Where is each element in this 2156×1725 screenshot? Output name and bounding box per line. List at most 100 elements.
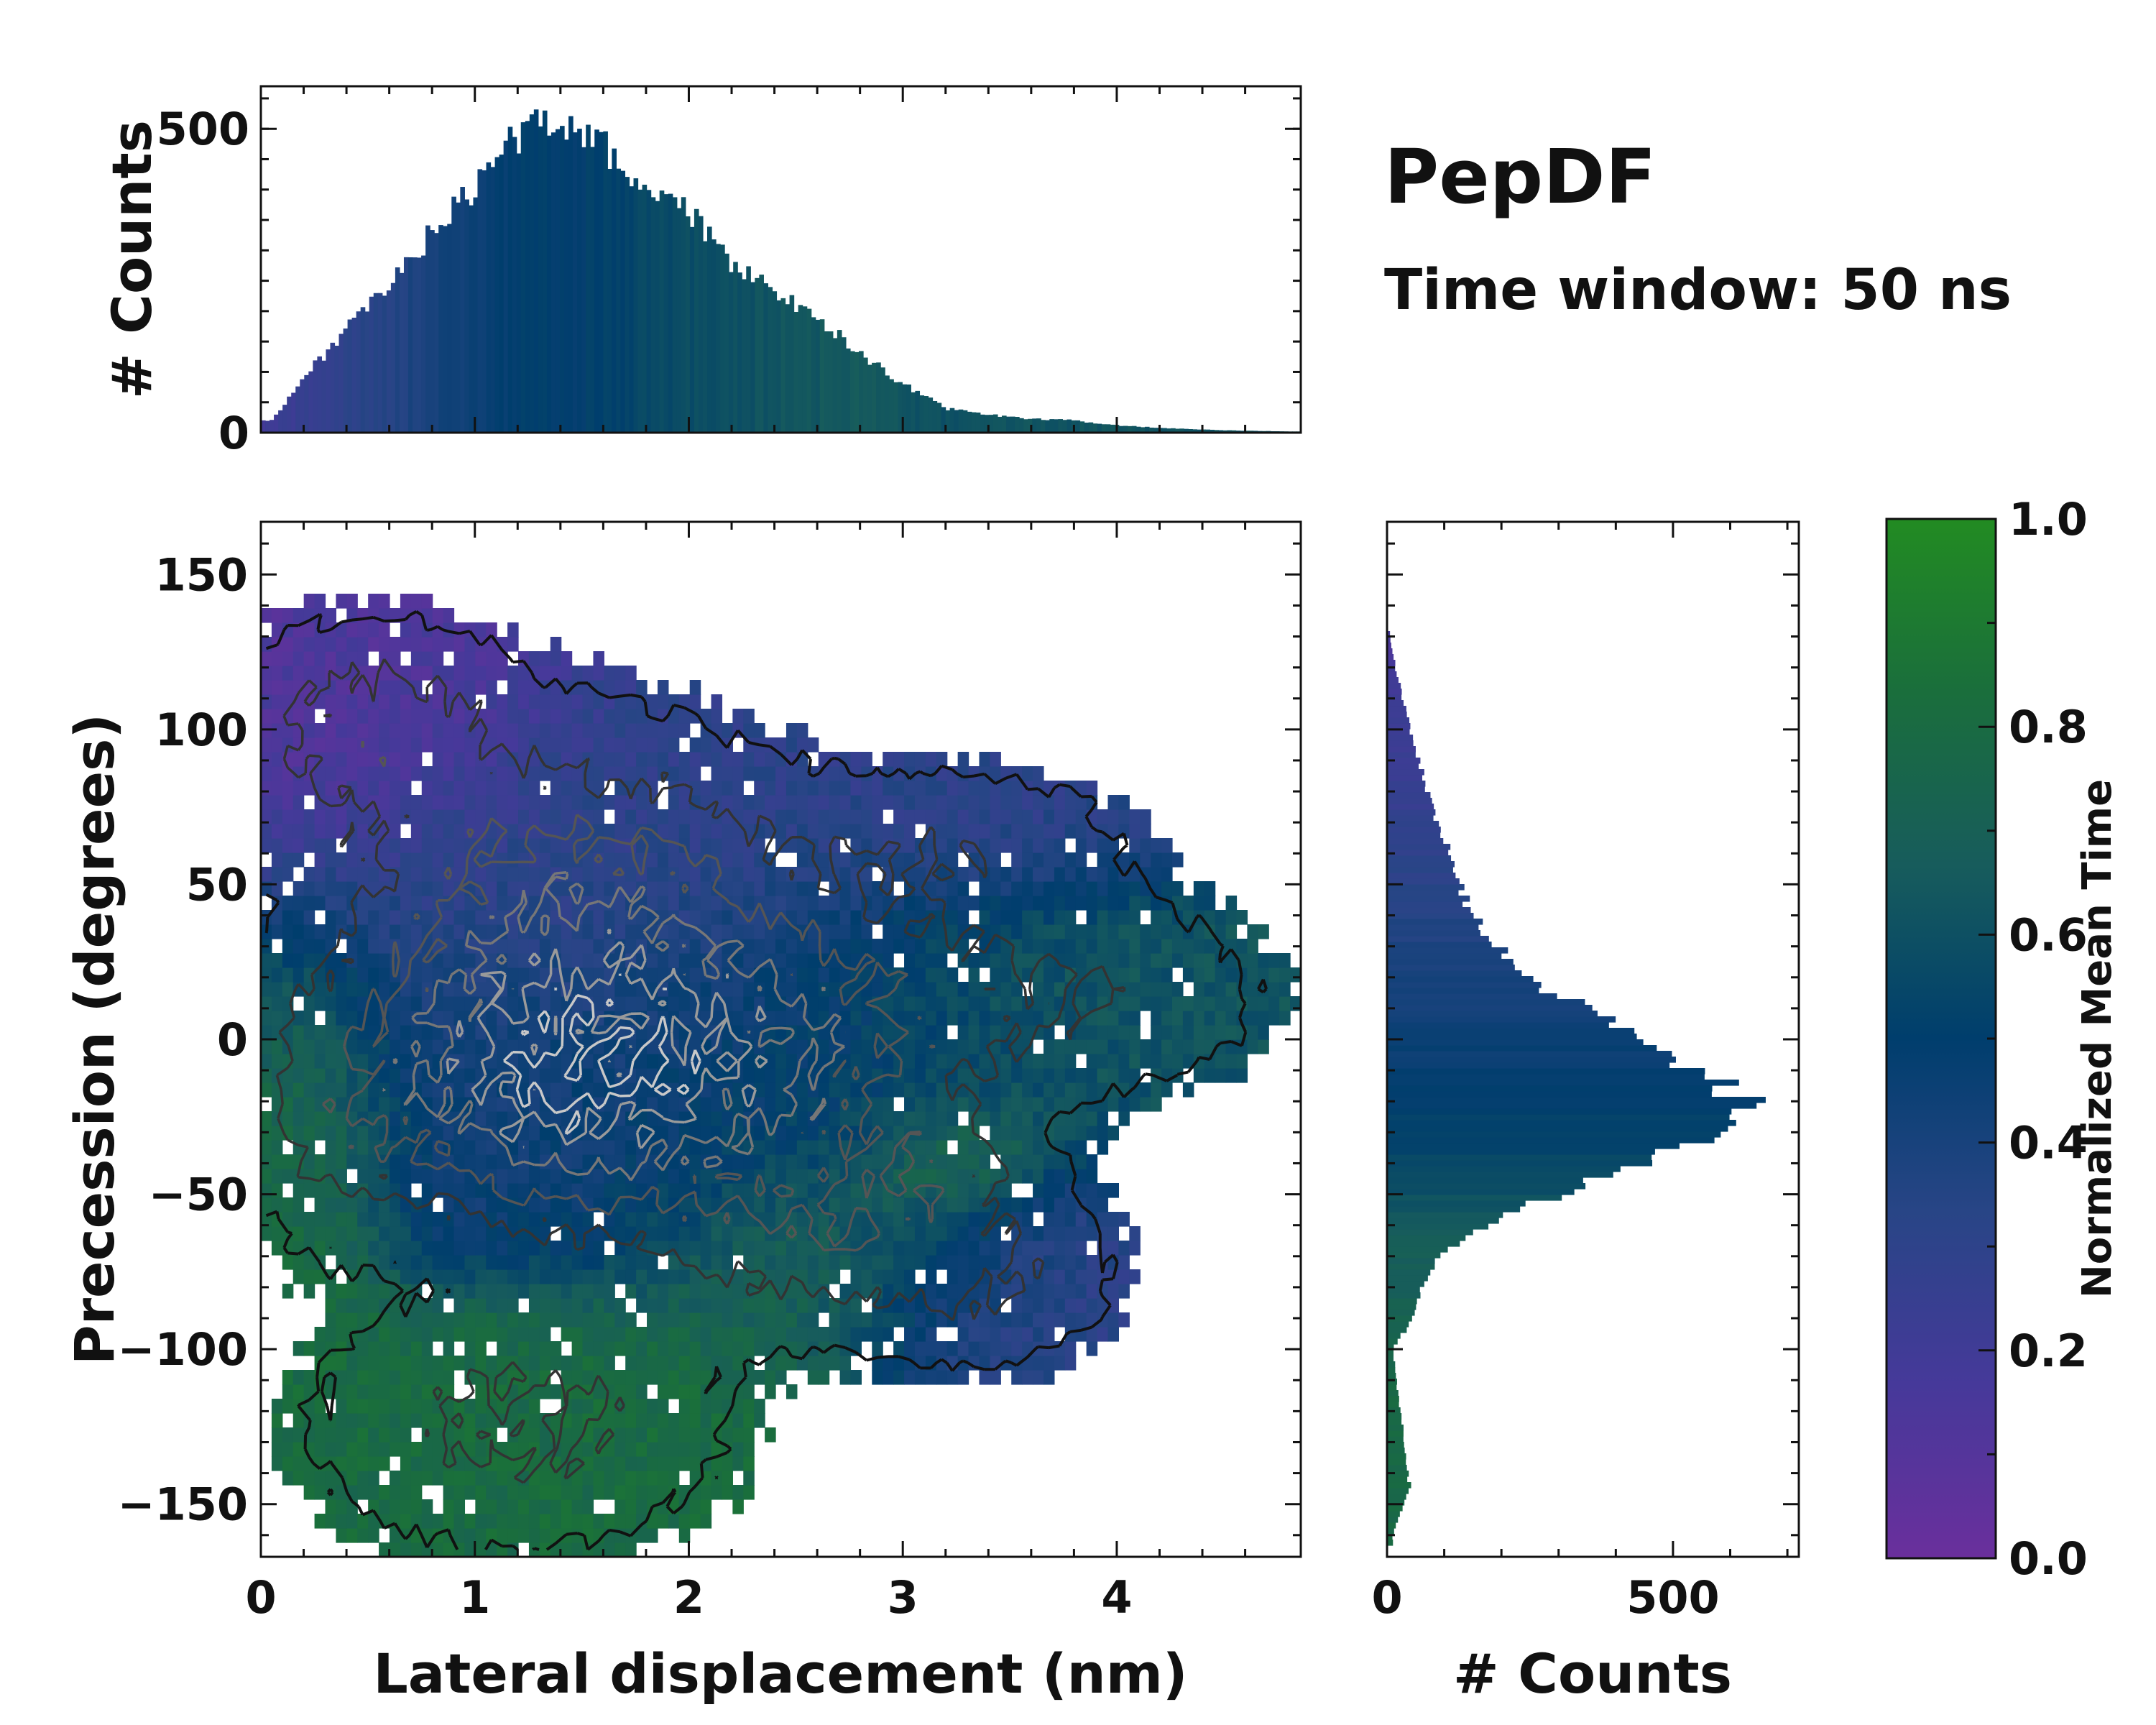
heatmap-cell: [946, 1068, 959, 1083]
heatmap-cell: [872, 1255, 883, 1270]
heatmap-cell: [582, 1140, 594, 1155]
heatmap-cell: [775, 781, 787, 796]
heatmap-cell: [1161, 967, 1173, 983]
heatmap-cell: [1129, 967, 1141, 983]
heatmap-cell: [1086, 1327, 1098, 1342]
right-histogram-bar: [1387, 1333, 1401, 1339]
heatmap-cell: [497, 1298, 508, 1313]
right-histogram-bar: [1387, 706, 1406, 712]
heatmap-cell: [582, 867, 594, 882]
heatmap-cell: [636, 1298, 648, 1313]
heatmap-cell: [357, 1514, 369, 1529]
heatmap-cell: [1043, 1140, 1055, 1155]
heatmap-cell: [904, 852, 916, 868]
heatmap-cell: [1097, 1039, 1109, 1054]
top-histogram-bar: [967, 411, 972, 433]
heatmap-cell: [1161, 881, 1173, 896]
heatmap-cell: [368, 1528, 379, 1543]
heatmap-cell: [507, 1312, 519, 1328]
heatmap-cell: [872, 795, 883, 810]
heatmap-cell: [1086, 1255, 1098, 1270]
right-histogram-bar: [1387, 907, 1471, 914]
heatmap-cell: [796, 809, 808, 824]
heatmap-cell: [700, 1312, 712, 1328]
heatmap-cell: [475, 1356, 487, 1371]
heatmap-cell: [303, 939, 315, 954]
top-histogram-bar: [287, 396, 292, 433]
right-histogram-bar: [1387, 1482, 1411, 1489]
heatmap-cell: [614, 1384, 626, 1399]
heatmap-cell: [432, 723, 444, 738]
heatmap-cell: [1064, 1312, 1077, 1328]
heatmap-cell: [1086, 1197, 1098, 1213]
heatmap-cell: [400, 622, 412, 638]
heatmap-cell: [968, 1284, 980, 1299]
top-histogram-bar: [1166, 428, 1171, 433]
heatmap-cell: [443, 1356, 455, 1371]
heatmap-cell: [325, 838, 337, 853]
heatmap-cell: [1118, 1111, 1130, 1126]
heatmap-cell: [636, 1442, 648, 1457]
heatmap-cell: [914, 781, 926, 796]
heatmap-cell: [292, 1370, 305, 1385]
heatmap-xtick-label: 0: [245, 1571, 276, 1624]
heatmap-cell: [292, 967, 305, 983]
top-histogram-bar: [1006, 416, 1011, 433]
heatmap-cell: [357, 637, 369, 652]
heatmap-cell: [711, 1140, 723, 1155]
heatmap-cell: [593, 1471, 604, 1486]
heatmap-cell: [636, 1039, 648, 1054]
heatmap-cell: [292, 1011, 305, 1026]
heatmap-cell: [561, 1212, 573, 1227]
heatmap-cell: [818, 781, 830, 796]
heatmap-cell: [1064, 1082, 1077, 1098]
heatmap-cell: [936, 1126, 948, 1141]
heatmap-cell: [636, 1413, 648, 1428]
heatmap-cell: [1236, 1054, 1248, 1069]
heatmap-cell: [711, 1312, 723, 1328]
heatmap-cell: [775, 1327, 787, 1342]
heatmap-cell: [914, 1082, 926, 1098]
heatmap-cell: [368, 766, 379, 781]
heatmap-cell: [539, 737, 551, 753]
heatmap-cell: [722, 752, 733, 767]
heatmap-cell: [657, 1097, 669, 1112]
heatmap-cell: [829, 967, 841, 983]
right-histogram-bar: [1387, 1321, 1409, 1328]
heatmap-cell: [518, 781, 530, 796]
heatmap-cell: [850, 1011, 862, 1026]
heatmap-cell: [743, 967, 755, 983]
heatmap-cell: [775, 953, 787, 968]
heatmap-cell: [614, 666, 626, 681]
heatmap-cell: [292, 752, 305, 767]
heatmap-cell: [625, 1068, 637, 1083]
top-histogram-bar: [1045, 420, 1050, 433]
top-histogram-bar: [802, 306, 808, 433]
heatmap-cell: [1215, 967, 1227, 983]
heatmap-cell: [475, 1197, 487, 1213]
heatmap-cell: [604, 1011, 615, 1026]
heatmap-cell: [979, 910, 990, 925]
heatmap-cell: [1064, 1356, 1077, 1371]
right-histogram-bar: [1387, 1459, 1406, 1466]
heatmap-cell: [678, 896, 691, 911]
heatmap-cell: [453, 1514, 466, 1529]
heatmap-cell: [410, 737, 423, 753]
heatmap-cell: [518, 694, 530, 709]
heatmap-cell: [614, 1514, 626, 1529]
heatmap-cell: [528, 1241, 540, 1256]
heatmap-cell: [518, 723, 530, 738]
heatmap-cell: [765, 896, 776, 911]
heatmap-cell: [883, 1226, 894, 1241]
heatmap-cell: [765, 1068, 776, 1083]
heatmap-cell: [314, 1442, 326, 1457]
heatmap-cell: [432, 1370, 444, 1385]
heatmap-cell: [421, 1327, 433, 1342]
heatmap-cell: [346, 1197, 358, 1213]
heatmap-cell: [636, 723, 648, 738]
heatmap-cell: [443, 1126, 455, 1141]
heatmap-cell: [282, 924, 294, 939]
heatmap-cell: [261, 1054, 272, 1069]
heatmap-cell: [410, 1212, 423, 1227]
heatmap-cell: [528, 1025, 540, 1040]
